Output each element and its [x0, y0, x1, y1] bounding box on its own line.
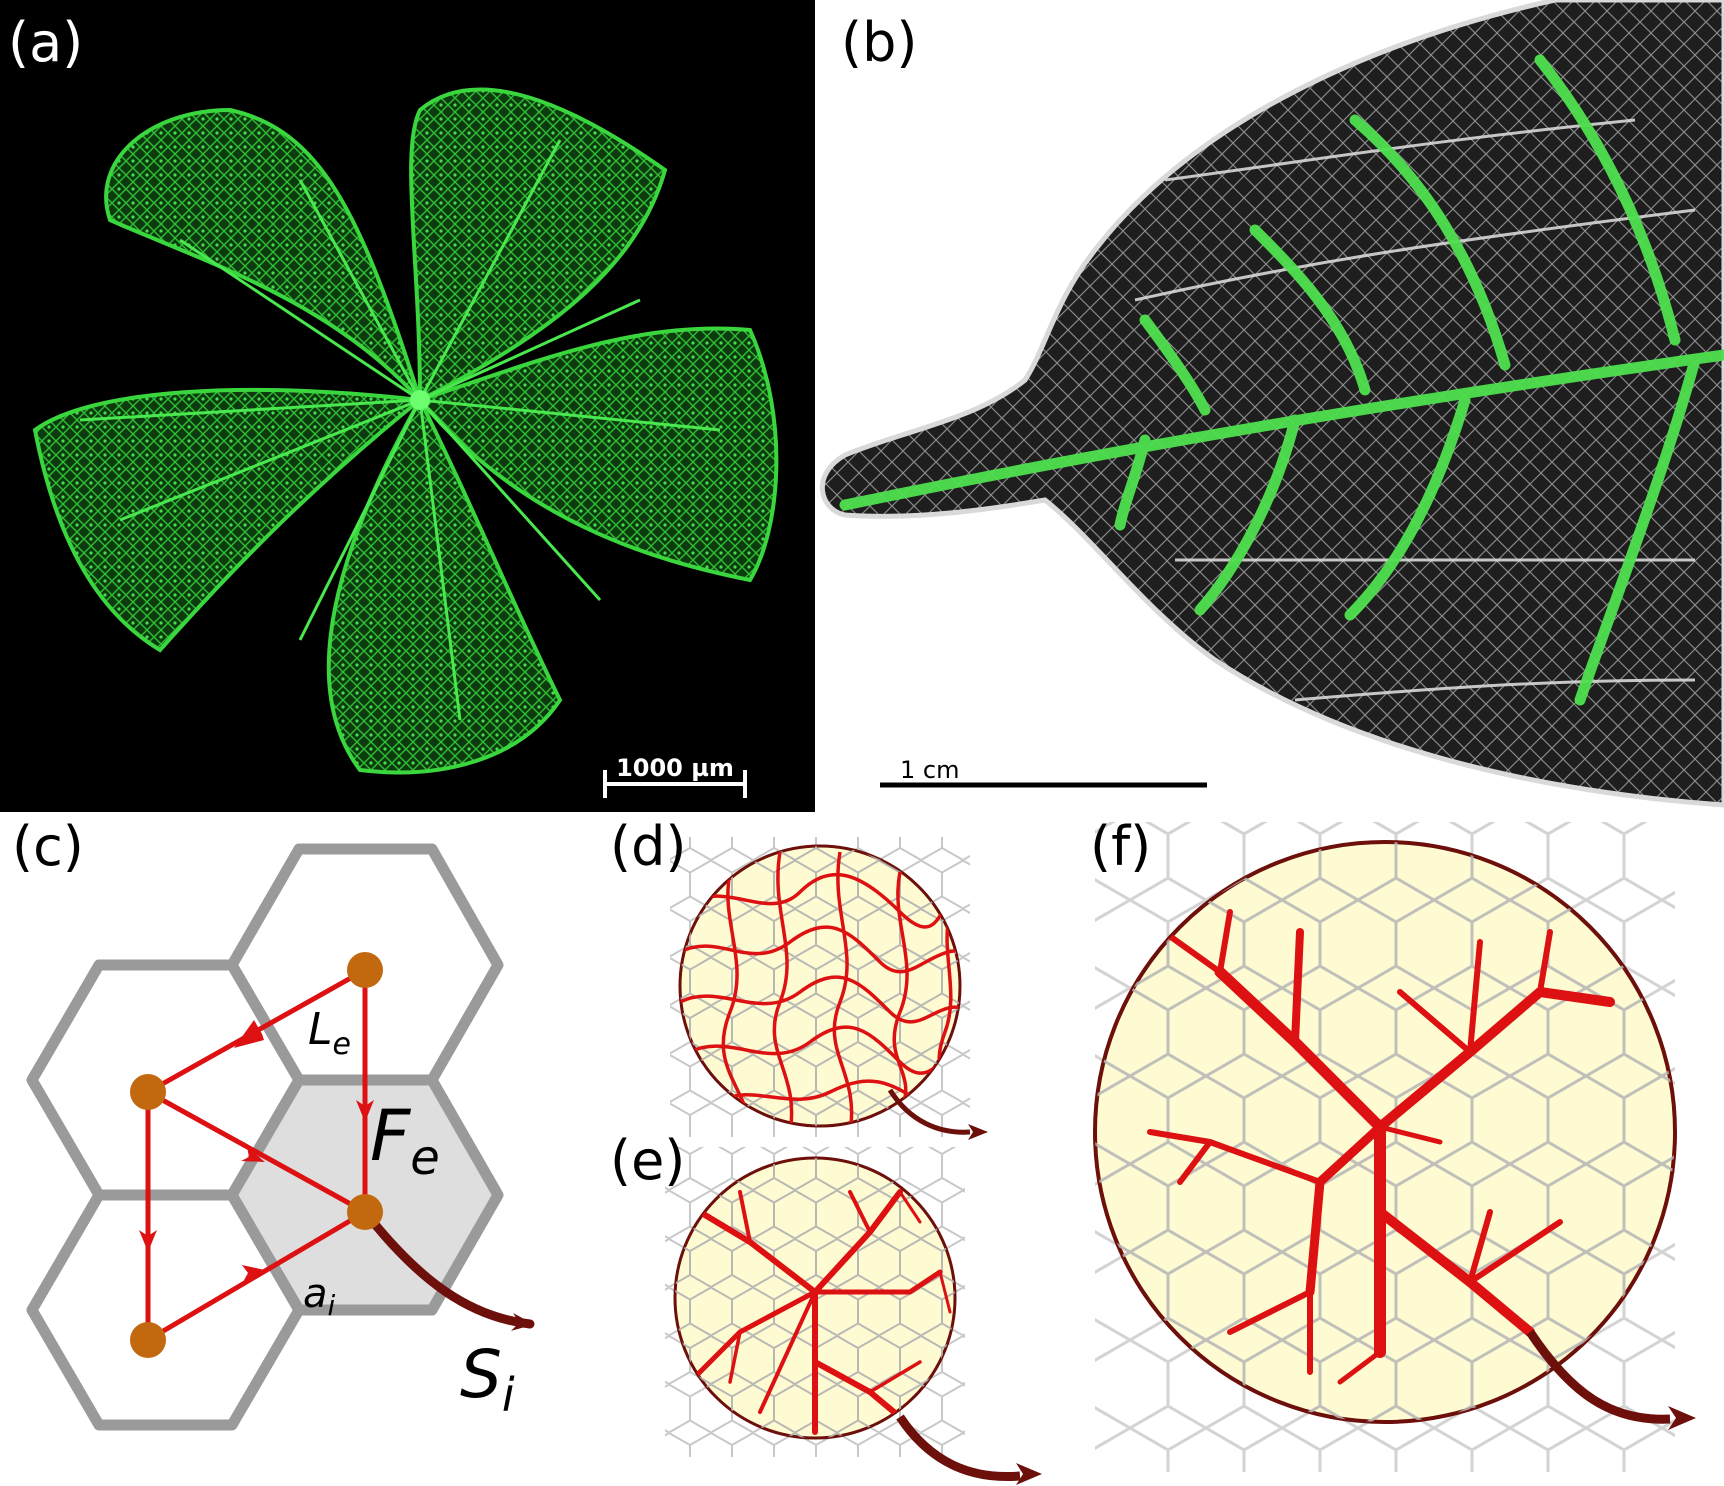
tree-network-disk: [665, 1147, 1042, 1485]
edge-left-center: [146, 1089, 367, 1215]
panel-a-label: (a): [8, 11, 84, 74]
scale-bar-b-label: 1 cm: [900, 756, 959, 784]
retina-main-vessels: [79, 139, 721, 721]
node: [347, 952, 383, 988]
panel-e-label: (e): [610, 1129, 686, 1192]
panel-e-tree-network: (e): [600, 1134, 1090, 1486]
hex-cell-bottom: [26, 1189, 305, 1431]
edge-arrowheads: [139, 1020, 374, 1282]
arrow-icon: [1016, 1463, 1042, 1485]
sink-label: Si: [460, 1336, 515, 1422]
arrow-icon: [968, 1124, 988, 1140]
outflow-arrow-e: [896, 1414, 1021, 1482]
loopy-network-disk: [670, 837, 988, 1140]
panel-a-retina: 1000 µm (a): [0, 0, 815, 812]
retina-petals: [32, 87, 779, 775]
scale-bar-a-label: 1000 µm: [616, 754, 734, 782]
outflow-arrow-d: [887, 1088, 971, 1135]
large-tree-disk: [1093, 822, 1696, 1472]
node: [130, 1322, 166, 1358]
edge-length-label: Le: [308, 1004, 351, 1062]
area-label: ai: [303, 1271, 336, 1322]
leaf-blade: [819, 0, 1724, 808]
outflow-arrow-f: [1526, 1329, 1671, 1424]
hex-network-schematic: Le Fe ai Si: [26, 843, 535, 1431]
node: [347, 1194, 383, 1230]
retina-image: 1000 µm: [32, 87, 779, 798]
outflow-arrow: [360, 1207, 535, 1331]
arrow-icon: [242, 1265, 265, 1282]
optic-disc: [410, 390, 430, 410]
panel-b-label: (b): [841, 11, 918, 74]
large-tree-edges: [1147, 909, 1615, 1385]
network-nodes: [130, 952, 383, 1358]
panel-c-schematic: Le Fe ai Si (c): [0, 812, 600, 1486]
panel-c-label: (c): [12, 815, 84, 878]
edge-flow-label: Fe: [370, 1095, 440, 1186]
panel-d-loopy-network: (d): [600, 812, 1090, 1142]
node: [130, 1074, 166, 1110]
loopy-edges: [680, 851, 960, 1126]
panel-f-label: (f): [1090, 815, 1152, 878]
arrow-icon: [356, 1100, 374, 1122]
arrow-icon: [1668, 1406, 1696, 1430]
panel-d-label: (d): [610, 815, 687, 878]
panel-b-leaf: 1 cm (b): [815, 0, 1724, 812]
arrow-icon: [241, 1147, 265, 1162]
leaf-green-veins: [839, 54, 1724, 706]
panel-f-large-tree: (f): [1090, 812, 1724, 1486]
edge-bottom-center: [146, 1209, 367, 1343]
arrow-icon: [139, 1230, 157, 1252]
scale-bar-a: [603, 770, 747, 798]
leaf-image: 1 cm: [819, 0, 1724, 808]
arrow-icon: [234, 1020, 264, 1048]
